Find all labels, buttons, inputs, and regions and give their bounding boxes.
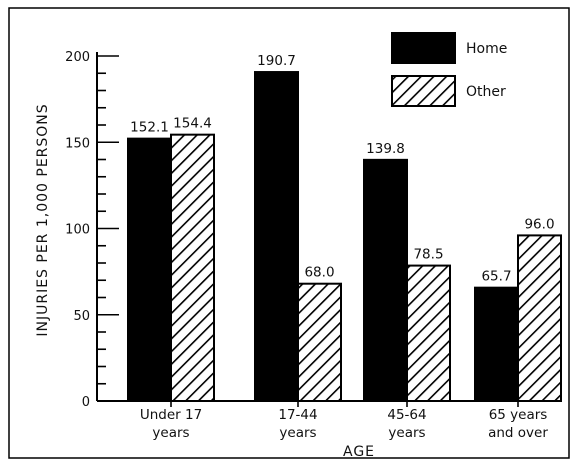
y-tick-label: 50 [73,309,90,324]
legend-label-other: Other [466,84,506,100]
bar-home [254,71,299,402]
bar-other [297,282,342,403]
data-label-other: 78.5 [413,247,443,263]
bar-home [363,158,408,402]
data-label-home: 152.1 [130,120,169,136]
bar-other [406,264,451,402]
data-label-home: 190.7 [257,53,296,69]
y-tick-label: 150 [65,136,90,151]
data-label-home: 139.8 [366,141,405,157]
x-tick-label: 65 years [489,407,548,423]
x-tick-label: 17-44 [278,407,317,423]
x-tick-label: 45-64 [387,407,426,423]
x-axis-label: AGE [343,444,375,460]
x-tick-label: years [388,425,425,441]
y-axis-label: INJURIES PER 1,000 PERSONS [35,103,51,336]
legend-swatch-home [391,32,456,64]
x-tick-label: Under 17 [140,407,202,423]
bar-other [517,234,562,402]
legend-swatch-other [391,75,456,107]
chart-frame [8,7,570,459]
bar-other [170,133,215,402]
bar-home [474,286,519,403]
bar-home [127,137,172,402]
data-label-other: 154.4 [173,116,212,132]
y-tick-label: 0 [82,395,90,410]
data-label-home: 65.7 [481,269,511,285]
x-tick-label: and over [488,425,548,441]
x-tick-label: years [152,425,189,441]
plot-area: 0 50 100 150 200 152.1 154.4 Under 17 years 190.7… [65,32,562,441]
data-label-other: 68.0 [304,265,334,281]
legend-label-home: Home [466,41,507,57]
x-tick-label: years [279,425,316,441]
y-tick-label: 200 [65,50,90,65]
data-label-other: 96.0 [524,216,554,232]
y-tick-label: 100 [65,223,90,238]
